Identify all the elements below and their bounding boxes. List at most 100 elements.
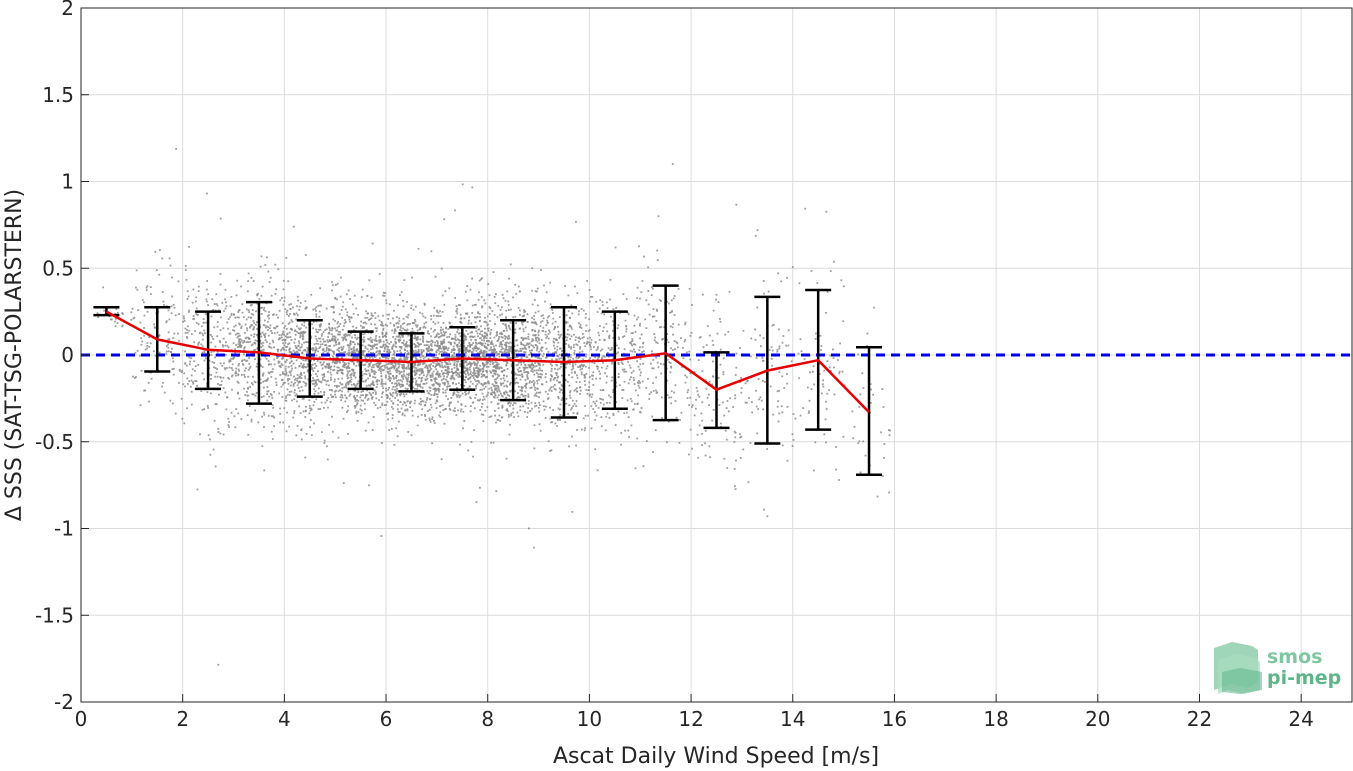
scatter-point (625, 325, 628, 328)
scatter-point (453, 352, 456, 355)
scatter-point (367, 344, 370, 347)
scatter-point (578, 322, 580, 325)
scatter-point (473, 316, 476, 319)
scatter-point (550, 449, 553, 452)
scatter-point (318, 324, 321, 327)
scatter-point (425, 375, 428, 378)
scatter-point (445, 347, 448, 350)
scatter-point (459, 371, 461, 374)
scatter-point (456, 331, 459, 333)
scatter-point (277, 350, 279, 353)
scatter-point (445, 352, 448, 355)
scatter-point (437, 345, 440, 347)
scatter-point (507, 413, 510, 416)
scatter-point (425, 364, 428, 367)
scatter-point (262, 386, 265, 389)
scatter-point (298, 328, 301, 331)
scatter-point (503, 393, 506, 396)
scatter-point (487, 327, 490, 330)
scatter-point (496, 365, 499, 368)
scatter-point (628, 364, 631, 367)
scatter-point (342, 482, 345, 484)
scatter-point (202, 318, 205, 321)
scatter-point (350, 332, 352, 334)
scatter-point (637, 394, 640, 397)
scatter-point (595, 349, 598, 352)
scatter-point (400, 407, 403, 410)
scatter-point (184, 350, 186, 353)
scatter-point (471, 186, 474, 189)
scatter-point (533, 447, 536, 450)
scatter-point (565, 339, 568, 342)
scatter-point (372, 315, 374, 317)
scatter-point (351, 341, 354, 343)
scatter-point (172, 303, 175, 306)
scatter-point (578, 381, 581, 384)
scatter-point (387, 418, 390, 421)
scatter-point (489, 333, 492, 336)
scatter-point (503, 391, 506, 394)
scatter-point (565, 321, 567, 323)
scatter-point (625, 328, 628, 330)
scatter-point (495, 381, 498, 384)
scatter-point (356, 357, 359, 360)
scatter-point (267, 326, 270, 328)
scatter-point (315, 342, 318, 345)
scatter-point (506, 368, 509, 370)
scatter-point (439, 365, 442, 368)
scatter-point (343, 366, 346, 369)
scatter-point (498, 345, 501, 348)
scatter-point (116, 322, 119, 325)
scatter-point (361, 380, 364, 383)
scatter-point (334, 319, 337, 322)
scatter-point (397, 399, 399, 402)
scatter-point (341, 372, 344, 375)
scatter-point (256, 321, 258, 324)
scatter-point (189, 360, 192, 363)
scatter-point (506, 356, 509, 359)
scatter-point (372, 364, 374, 366)
scatter-point (431, 348, 434, 351)
scatter-point (464, 405, 467, 408)
scatter-point (288, 321, 291, 324)
scatter-point (381, 332, 384, 334)
scatter-point (333, 368, 336, 371)
scatter-point (196, 313, 199, 316)
scatter-point (554, 326, 556, 329)
scatter-point (349, 341, 352, 344)
scatter-point (592, 371, 595, 374)
scatter-point (345, 396, 348, 399)
scatter-point (257, 292, 260, 295)
scatter-point (370, 370, 373, 373)
scatter-point (184, 362, 187, 365)
scatter-point (469, 405, 472, 407)
scatter-point (409, 345, 411, 348)
scatter-point (441, 350, 443, 353)
scatter-point (396, 321, 399, 324)
scatter-point (499, 366, 502, 369)
scatter-point (533, 299, 536, 301)
scatter-point (555, 363, 558, 366)
scatter-point (347, 405, 350, 408)
scatter-point (372, 391, 375, 394)
scatter-point (428, 346, 431, 349)
scatter-point (434, 341, 437, 344)
scatter-point (197, 342, 200, 345)
scatter-point (365, 373, 368, 376)
scatter-point (337, 321, 339, 323)
scatter-point (514, 349, 517, 352)
scatter-point (508, 337, 511, 340)
scatter-point (215, 403, 218, 406)
scatter-point (369, 318, 372, 320)
scatter-point (261, 306, 263, 309)
scatter-point (350, 376, 352, 379)
scatter-point (568, 346, 570, 348)
scatter-point (292, 349, 295, 352)
scatter-point (530, 363, 533, 366)
scatter-point (573, 389, 576, 392)
scatter-point (356, 399, 358, 401)
scatter-point (339, 295, 342, 298)
scatter-point (482, 384, 485, 387)
scatter-point (393, 309, 395, 312)
scatter-point (485, 363, 488, 366)
